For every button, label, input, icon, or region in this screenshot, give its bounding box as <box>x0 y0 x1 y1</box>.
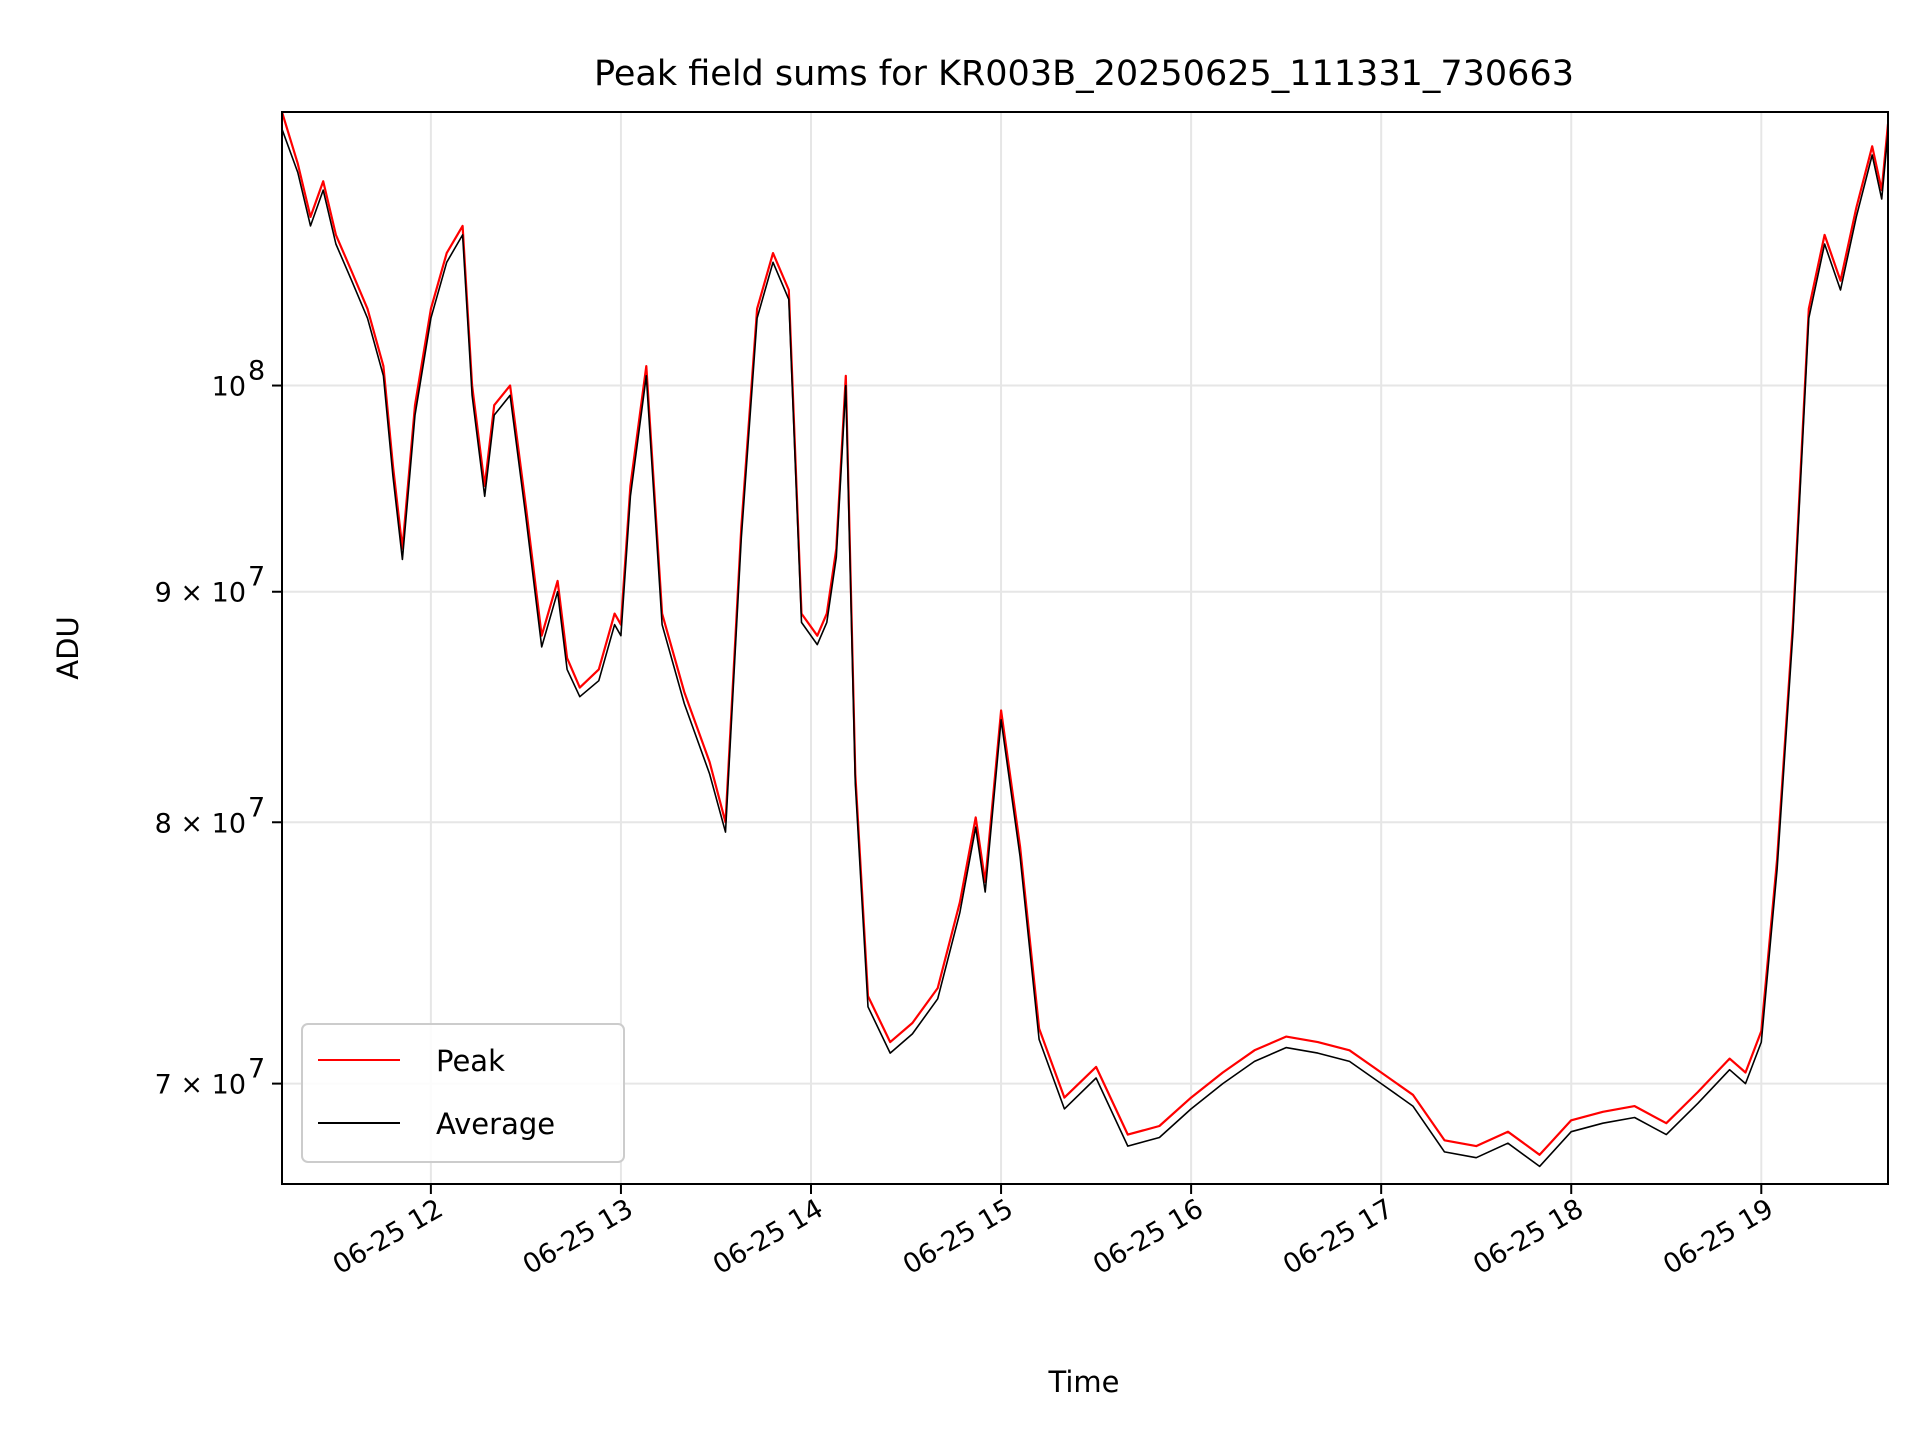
legend-box <box>301 1023 625 1163</box>
plot-frame <box>281 111 1889 1185</box>
y-tick-label: 7 × 10 <box>155 1070 246 1101</box>
legend: Peak Average <box>301 1023 625 1163</box>
y-tick-exponent: 7 <box>248 1054 265 1085</box>
y-tick-exponent: 7 <box>248 562 265 593</box>
series-layer <box>282 112 1888 1168</box>
y-tick-label: 9 × 10 <box>155 578 246 609</box>
legend-label-average: Average <box>436 1107 555 1141</box>
chart-title: Peak field sums for KR003B_20250625_1113… <box>594 54 1574 94</box>
y-axis-label: ADU <box>51 616 85 679</box>
y-tick-label: 10 <box>212 372 246 403</box>
y-tick-label: 8 × 10 <box>155 808 246 839</box>
x-axis-label: Time <box>1048 1365 1120 1399</box>
legend-label-peak: Peak <box>436 1044 505 1078</box>
plot-area <box>282 112 1888 1168</box>
y-tick-exponent: 8 <box>248 356 265 387</box>
series-line-average <box>282 128 1888 1168</box>
y-tick-exponent: 7 <box>248 792 265 823</box>
